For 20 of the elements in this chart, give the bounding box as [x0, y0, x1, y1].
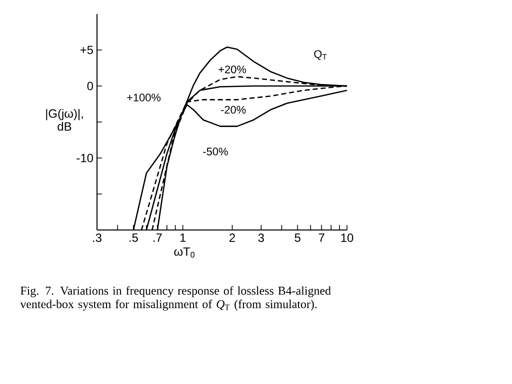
y-axis-title: |G(jω)|, dB [46, 108, 83, 131]
x-tick-label: 7 [318, 234, 324, 242]
text: +100% [127, 94, 161, 102]
x-tick-label: .3 [93, 234, 102, 242]
x-axis-title: ωT$_{0}$ [174, 247, 194, 258]
series-label: +20% [218, 66, 246, 74]
legend-title: Q$_{T}$ [314, 50, 327, 60]
series-label: -50% [203, 148, 228, 156]
x-tick-label: 5 [294, 234, 300, 242]
y-tick-label: +5 [80, 46, 93, 54]
y-tick-label: -10 [76, 154, 94, 162]
x-tick-label: 3 [258, 234, 264, 242]
caption: Fig. 7. Variations in frequency response of lossless B4-aligned vented-box system for misalignment of Q$_{T}$ (from simulator). [20, 286, 331, 311]
x-tick-label: 2 [230, 234, 235, 242]
y-tick-label: 0 [87, 82, 94, 90]
x-tick-label: .5 [130, 234, 138, 242]
x-tick-label: 1 [180, 234, 186, 242]
series-label: -20% [221, 106, 246, 114]
x-tick-label: .7 [154, 234, 162, 242]
x-tick-label: 10 [341, 234, 354, 242]
